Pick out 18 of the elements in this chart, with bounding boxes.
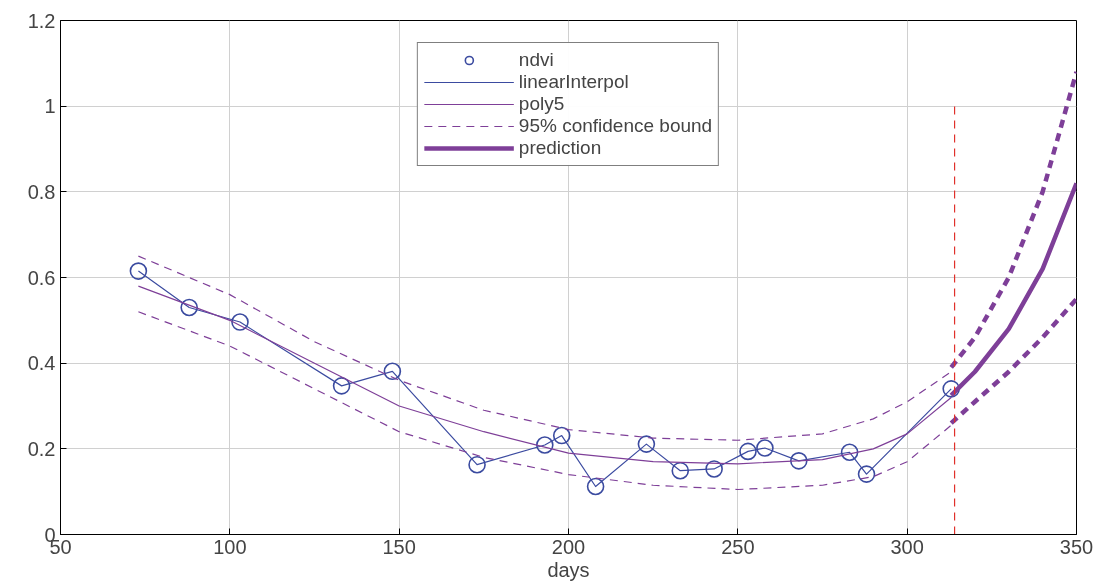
- y-tick-label: 0.4: [27, 352, 56, 375]
- legend-label: linearInterpol: [518, 71, 629, 93]
- legend-label: 95% confidence bound: [518, 115, 713, 137]
- y-tick-label: 0.6: [27, 266, 56, 289]
- y-tick-label: 0.2: [27, 437, 56, 460]
- legend-label: prediction: [518, 137, 602, 159]
- legend-label: poly5: [518, 93, 565, 115]
- x-tick-label: 300: [890, 535, 924, 558]
- x-axis-title: days: [547, 558, 590, 581]
- y-tick-label: 0.8: [27, 180, 56, 203]
- x-tick-label: 350: [1059, 535, 1094, 558]
- x-tick-label: 200: [551, 535, 586, 558]
- x-tick-label: 100: [213, 535, 247, 558]
- legend-label: ndvi: [518, 49, 554, 71]
- x-tick-label: 250: [721, 535, 755, 558]
- y-tick-label: 1.2: [27, 9, 56, 32]
- y-tick-label: 1: [44, 95, 56, 118]
- x-tick-label: 150: [382, 535, 416, 558]
